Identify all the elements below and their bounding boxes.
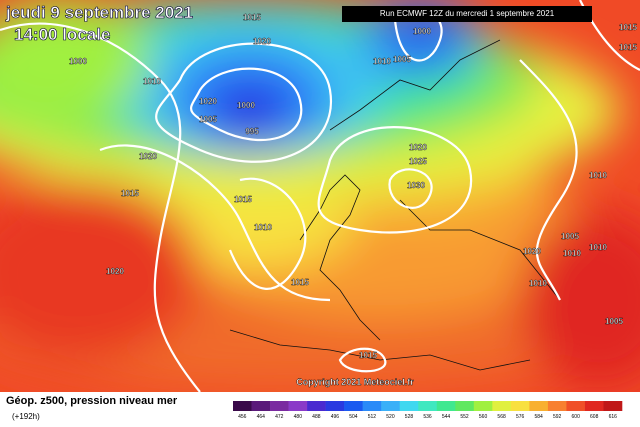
copyright: Copyright 2021 Meteociel.fr — [296, 377, 414, 387]
isobar-label: 1020 — [139, 152, 157, 161]
isobar-label: 1005 — [393, 55, 411, 64]
colorbar-swatch — [307, 401, 326, 411]
isobar-label: 1010 — [529, 279, 547, 288]
isobar-label: 1015 — [619, 23, 637, 32]
isobar-label: 1020 — [523, 247, 541, 256]
isobar-label: 1030 — [407, 181, 425, 190]
colorbar-label: 456 — [238, 414, 247, 420]
isobar-label: 995 — [245, 127, 259, 136]
colorbar-label: 480 — [294, 414, 303, 420]
colorbar-label: 504 — [349, 414, 358, 420]
colorbar-swatch — [473, 401, 493, 411]
colorbar-swatch — [584, 401, 604, 411]
isobar-label: 1000 — [413, 27, 431, 36]
isobar-label: 1025 — [409, 157, 427, 166]
colorbar-swatch — [603, 401, 623, 411]
run-info: Run ECMWF 12Z du mercredi 1 septembre 20… — [380, 9, 555, 18]
colorbar-label: 520 — [386, 414, 395, 420]
colorbar-swatch — [362, 401, 382, 411]
colorbar-swatch — [270, 401, 289, 411]
isobar-label: 1005 — [199, 115, 217, 124]
colorbar-swatch — [288, 401, 308, 411]
lead-time: (+192h) — [12, 412, 40, 421]
colorbar-label: 544 — [442, 414, 451, 420]
colorbar-label: 528 — [405, 414, 414, 420]
isobar-label: 1015 — [619, 43, 637, 52]
isobar-label: 1015 — [359, 351, 377, 360]
map — [0, 0, 640, 392]
colorbar-label: 472 — [275, 414, 284, 420]
colorbar-label: 608 — [590, 414, 599, 420]
colorbar-label: 568 — [497, 414, 506, 420]
colorbar-label: 496 — [331, 414, 340, 420]
colorbar-swatch — [436, 401, 456, 411]
colorbar-label: 560 — [479, 414, 488, 420]
isobar-label: 1015 — [121, 189, 139, 198]
isobar-label: 1005 — [605, 317, 623, 326]
colorbar-swatch — [418, 401, 438, 411]
isobar-label: 1020 — [253, 37, 271, 46]
run-box — [342, 6, 592, 22]
colorbar-label: 576 — [516, 414, 525, 420]
footer-title: Géop. z500, pression niveau mer — [6, 395, 178, 407]
colorbar-swatch — [455, 401, 475, 411]
isobar-label: 1020 — [199, 97, 217, 106]
colorbar-label: 552 — [460, 414, 469, 420]
colorbar-swatch — [233, 401, 252, 411]
colorbar-swatch — [325, 401, 345, 411]
colorbar-label: 536 — [423, 414, 432, 420]
isobar-label: 1020 — [106, 267, 124, 276]
colorbar-swatch — [399, 401, 419, 411]
isobar-label: 1020 — [409, 143, 427, 152]
colorbar-label: 584 — [534, 414, 543, 420]
colorbar-swatch — [492, 401, 512, 411]
colorbar-label: 592 — [553, 414, 562, 420]
isobar-label: 1010 — [373, 57, 391, 66]
isobar-label: 1010 — [254, 223, 272, 232]
colorbar-label: 512 — [368, 414, 377, 420]
colorbar-label: 488 — [312, 414, 321, 420]
colorbar-swatch — [344, 401, 363, 411]
map-time: 14:00 locale — [14, 25, 110, 44]
isobar-label: 1015 — [291, 278, 309, 287]
colorbar-label: 616 — [609, 414, 618, 420]
isobar-label: 1010 — [589, 243, 607, 252]
colorbar-label: 464 — [257, 414, 266, 420]
isobar-label: 1010 — [589, 171, 607, 180]
isobar-label: 1015 — [234, 195, 252, 204]
isobar-label: 1000 — [237, 101, 255, 110]
colorbar-swatch — [547, 401, 567, 411]
isobar-label: 1015 — [243, 13, 261, 22]
colorbar-label: 600 — [572, 414, 581, 420]
colorbar-swatch — [529, 401, 549, 411]
colorbar-swatch — [381, 401, 401, 411]
colorbar-swatch — [566, 401, 586, 411]
colorbar-swatch — [251, 401, 271, 411]
isobar-label: 1000 — [69, 57, 87, 66]
isobar-label: 1010 — [563, 249, 581, 258]
map-date: jeudi 9 septembre 2021 — [5, 3, 193, 22]
colorbar-swatch — [510, 401, 530, 411]
isobar-label: 1010 — [143, 77, 161, 86]
isobar-label: 1005 — [561, 232, 579, 241]
